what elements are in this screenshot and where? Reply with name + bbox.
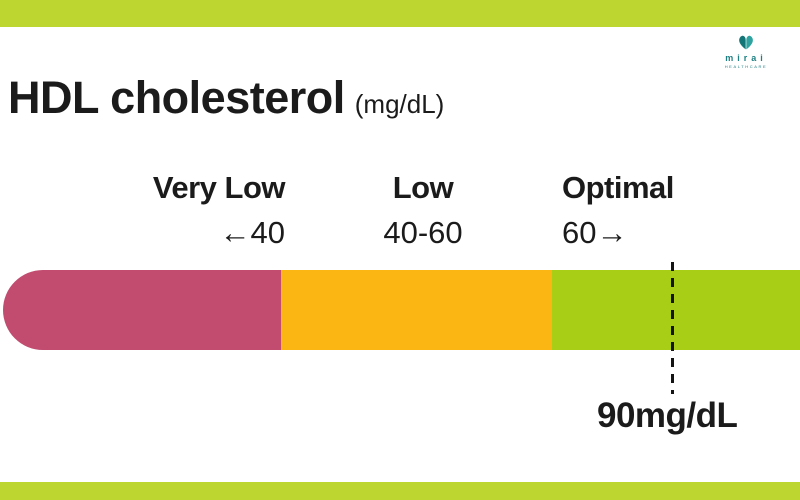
value-marker-label: 90mg/dL <box>597 396 738 435</box>
top-border-strip <box>0 0 800 27</box>
value-marker-dashed-line <box>671 262 674 394</box>
brand-name: Mirai <box>725 53 767 63</box>
category-name: Low <box>392 170 454 205</box>
mirai-heart-icon <box>739 35 753 50</box>
bottom-border-strip <box>0 482 800 500</box>
page-title: HDL cholesterol (mg/dL) <box>8 72 444 124</box>
title-text: HDL cholesterol <box>8 72 345 123</box>
segment-label-low: Low 40-60 <box>383 170 462 250</box>
cholesterol-scale-bar <box>3 270 800 350</box>
bar-segment-very-low <box>3 270 281 350</box>
brand-logo: Mirai HEALTHCARE <box>706 33 786 69</box>
category-range: 40-60 <box>383 215 463 250</box>
category-range: 60→ <box>562 215 628 250</box>
brand-subtext: HEALTHCARE <box>724 64 768 69</box>
bar-segment-optimal <box>552 270 800 350</box>
category-name: Very Low <box>152 170 286 205</box>
segment-label-optimal: Optimal 60→ <box>562 170 674 250</box>
title-unit: (mg/dL) <box>354 89 445 119</box>
category-name: Optimal <box>562 170 674 205</box>
bar-segment-low <box>281 270 552 350</box>
segment-label-very-low: Very Low ←40 <box>152 170 286 250</box>
category-range: ←40 <box>219 215 285 250</box>
